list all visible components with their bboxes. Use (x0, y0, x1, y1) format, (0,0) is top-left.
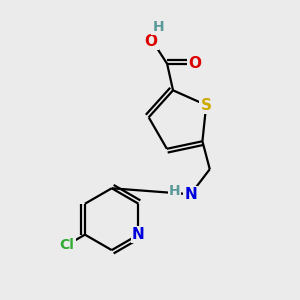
Text: H: H (152, 20, 164, 34)
Text: Cl: Cl (60, 238, 74, 252)
Text: O: O (188, 56, 201, 71)
Text: N: N (132, 227, 145, 242)
Text: H: H (169, 184, 180, 198)
Text: O: O (144, 34, 158, 49)
Text: N: N (184, 187, 197, 202)
Text: S: S (201, 98, 212, 112)
